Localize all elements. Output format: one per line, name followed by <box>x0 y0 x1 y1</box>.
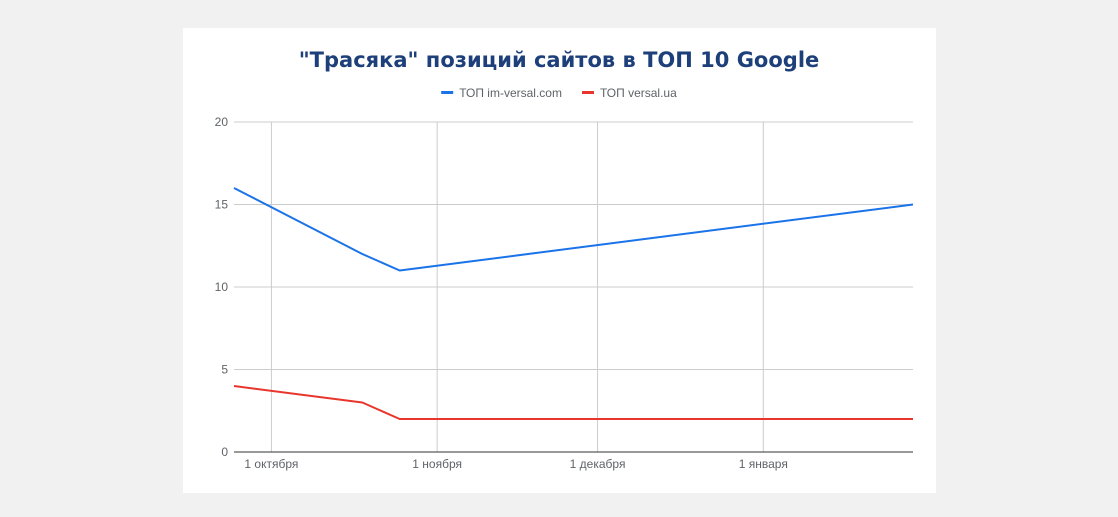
y-axis-labels: 0 5 10 15 20 <box>215 115 229 459</box>
gridlines <box>234 121 913 452</box>
chart-card <box>183 28 936 493</box>
legend-item-1: ТОП im-versal.com <box>441 86 562 100</box>
x-tick-label: 1 ноября <box>412 457 462 471</box>
y-tick-label: 20 <box>215 115 229 129</box>
series-lines <box>233 187 914 420</box>
legend-swatch <box>441 91 454 94</box>
legend-swatch <box>582 91 594 94</box>
x-tick-label: 1 декабря <box>570 457 626 471</box>
y-tick-label: 5 <box>221 363 228 377</box>
chart-legend: ТОП im-versal.com ТОП versal.ua <box>441 86 677 100</box>
y-tick-label: 0 <box>221 445 228 459</box>
x-tick-label: 1 января <box>739 457 788 471</box>
y-tick-label: 15 <box>215 198 229 212</box>
chart-title: "Трасяка" позиций сайтов в ТОП 10 Google <box>299 48 820 72</box>
series-line-2 <box>233 385 913 420</box>
x-axis-labels: 1 октября 1 ноября 1 декабря 1 января <box>244 457 787 471</box>
legend-label: ТОП versal.ua <box>600 86 677 100</box>
y-tick-label: 10 <box>215 280 229 294</box>
series-line-1 <box>233 187 914 272</box>
legend-label: ТОП im-versal.com <box>459 86 562 100</box>
legend-item-2: ТОП versal.ua <box>582 86 677 100</box>
x-tick-label: 1 октября <box>244 457 298 471</box>
